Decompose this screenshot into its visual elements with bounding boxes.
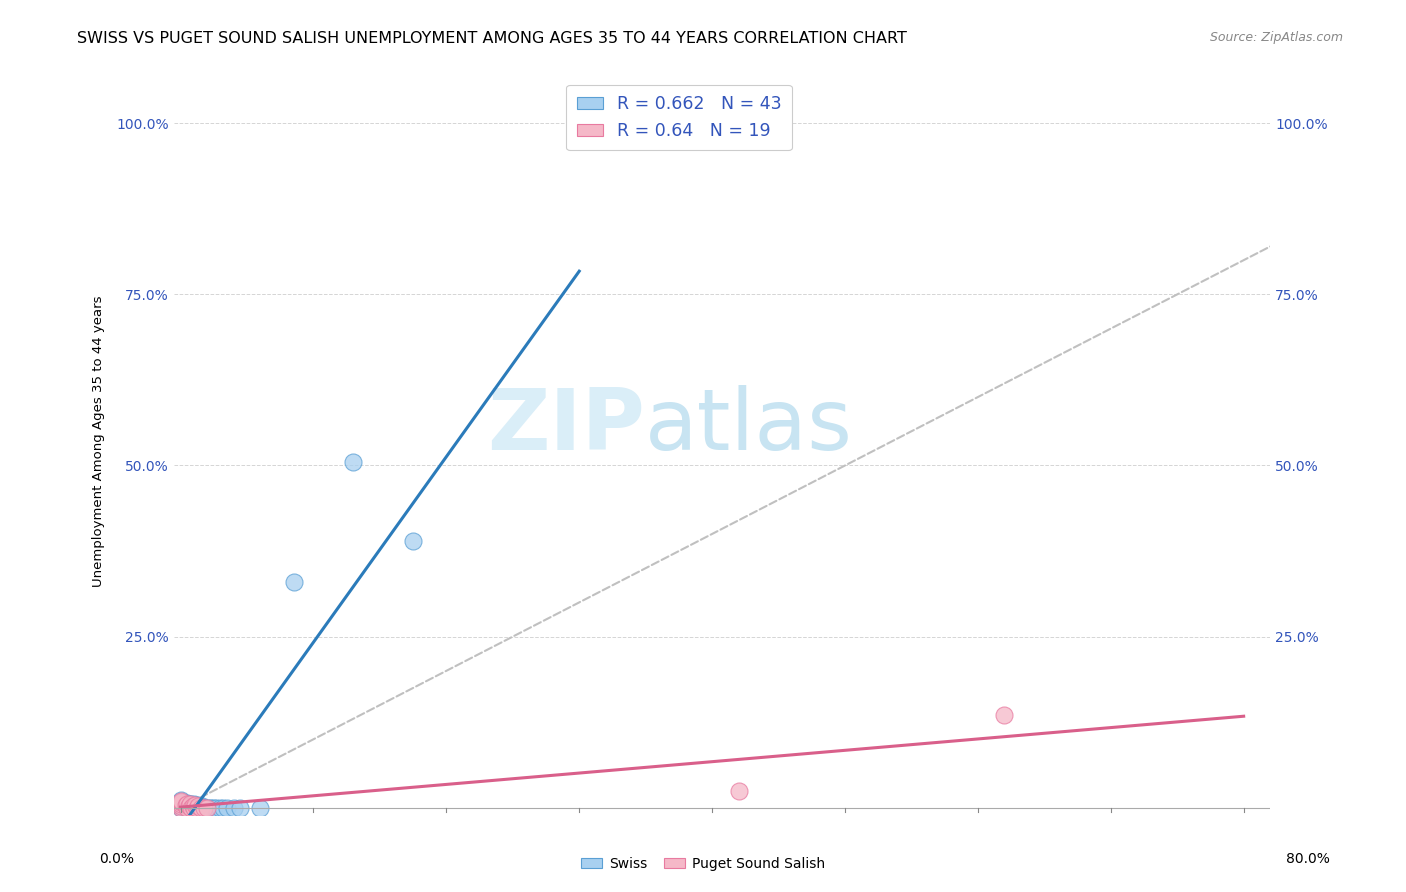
Point	[283, 574, 305, 589]
Point	[342, 455, 364, 469]
Y-axis label: Unemployment Among Ages 35 to 44 years: Unemployment Among Ages 35 to 44 years	[93, 296, 105, 587]
Text: 80.0%: 80.0%	[1285, 852, 1330, 866]
Point	[190, 801, 212, 815]
Point	[727, 783, 749, 797]
Point	[169, 801, 191, 815]
Point	[169, 797, 191, 812]
Point	[179, 801, 201, 815]
Point	[169, 794, 191, 808]
Point	[169, 795, 191, 809]
Legend: Swiss, Puget Sound Salish: Swiss, Puget Sound Salish	[575, 851, 831, 876]
Point	[169, 798, 191, 813]
Text: atlas: atlas	[645, 385, 853, 468]
Point	[229, 801, 252, 815]
Text: Source: ZipAtlas.com: Source: ZipAtlas.com	[1209, 31, 1343, 45]
Point	[217, 801, 239, 815]
Point	[193, 801, 215, 815]
Point	[187, 798, 209, 813]
Point	[169, 801, 191, 815]
Point	[180, 801, 202, 815]
Point	[177, 798, 200, 813]
Point	[198, 801, 221, 815]
Point	[176, 796, 198, 810]
Point	[169, 798, 191, 813]
Point	[177, 799, 200, 814]
Point	[174, 797, 197, 812]
Point	[183, 801, 205, 815]
Point	[186, 797, 208, 812]
Point	[184, 798, 207, 813]
Point	[181, 801, 204, 815]
Point	[186, 801, 208, 815]
Point	[402, 533, 425, 548]
Point	[249, 801, 271, 815]
Point	[993, 708, 1015, 723]
Point	[195, 801, 218, 815]
Text: SWISS VS PUGET SOUND SALISH UNEMPLOYMENT AMONG AGES 35 TO 44 YEARS CORRELATION C: SWISS VS PUGET SOUND SALISH UNEMPLOYMENT…	[77, 31, 907, 46]
Point	[176, 801, 198, 815]
Point	[222, 801, 245, 815]
Point	[179, 797, 201, 812]
Point	[174, 798, 197, 813]
Point	[195, 801, 218, 815]
Point	[174, 797, 197, 811]
Point	[169, 797, 191, 811]
Point	[202, 801, 225, 815]
Point	[205, 801, 228, 815]
Point	[200, 801, 222, 815]
Point	[181, 797, 204, 812]
Legend: R = 0.662   N = 43, R = 0.64   N = 19: R = 0.662 N = 43, R = 0.64 N = 19	[567, 85, 792, 150]
Point	[169, 795, 191, 809]
Point	[179, 797, 201, 812]
Point	[181, 798, 204, 813]
Point	[183, 801, 205, 815]
Point	[187, 801, 209, 815]
Point	[188, 798, 211, 813]
Point	[176, 797, 198, 812]
Point	[190, 801, 212, 815]
Point	[177, 797, 200, 812]
Point	[191, 798, 214, 813]
Point	[209, 801, 232, 815]
Point	[174, 801, 197, 815]
Point	[169, 792, 191, 806]
Point	[183, 797, 205, 812]
Text: ZIP: ZIP	[488, 385, 645, 468]
Point	[176, 801, 198, 815]
Point	[184, 797, 207, 812]
Point	[180, 801, 202, 815]
Text: 0.0%: 0.0%	[100, 852, 134, 866]
Point	[186, 801, 208, 815]
Point	[169, 801, 191, 815]
Point	[169, 794, 191, 808]
Point	[193, 801, 215, 815]
Point	[176, 797, 198, 812]
Point	[180, 797, 202, 812]
Point	[212, 801, 235, 815]
Point	[191, 801, 214, 815]
